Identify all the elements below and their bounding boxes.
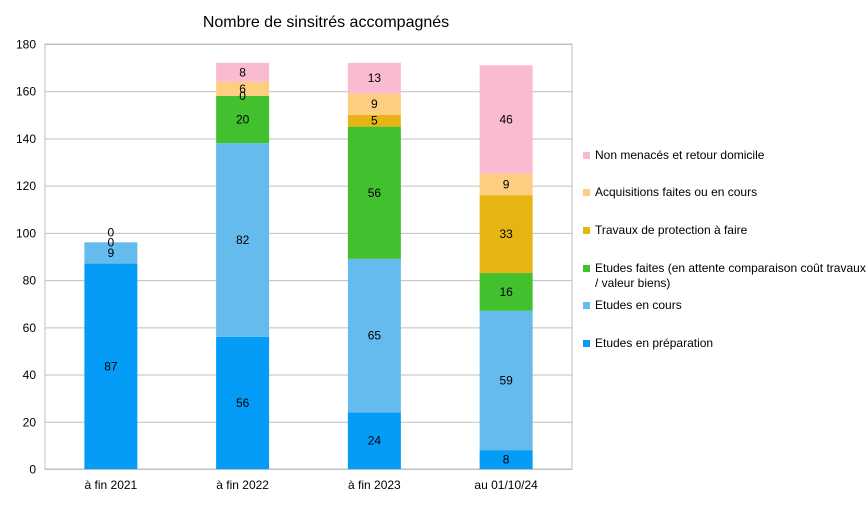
- y-tick-label: 40: [23, 368, 37, 382]
- legend-label: Acquisitions faites ou en cours: [595, 185, 758, 199]
- bar-segment: [479, 65, 533, 174]
- x-tick-label: à fin 2022: [216, 478, 269, 492]
- bar-segment: [216, 336, 270, 469]
- bar-segment: [216, 143, 270, 337]
- bar-segment: [84, 263, 138, 469]
- legend-swatch: [583, 340, 590, 347]
- data-label: 16: [499, 285, 513, 299]
- y-tick-label: 100: [16, 226, 36, 240]
- legend-swatch: [583, 189, 590, 196]
- data-label: 9: [108, 246, 115, 260]
- legend-label: Travaux de protection à faire: [595, 223, 748, 237]
- legend-label: Etudes en cours: [595, 298, 682, 312]
- bar-segment: [347, 62, 401, 94]
- bar-segment: [479, 450, 533, 469]
- bar-segment: [216, 81, 270, 96]
- x-tick-label: au 01/10/24: [474, 478, 538, 492]
- y-tick-label: 160: [16, 85, 36, 99]
- legend-swatch: [583, 227, 590, 234]
- x-tick-label: à fin 2023: [348, 478, 401, 492]
- bar-segment: [216, 95, 270, 144]
- bar-segment: [347, 93, 401, 115]
- data-label: 5: [371, 114, 378, 128]
- bar-layer: [84, 62, 533, 469]
- legend-item: Etudes en cours: [583, 298, 868, 313]
- data-label: 8: [503, 453, 510, 467]
- legend-swatch: [583, 265, 590, 272]
- data-label: 56: [368, 186, 382, 200]
- legend-item: Non menacés et retour domicile: [583, 148, 868, 163]
- y-tick-label: 0: [29, 463, 36, 477]
- legend-item: Etudes en préparation: [583, 336, 868, 351]
- y-tick-label: 140: [16, 132, 36, 146]
- data-label: 24: [368, 434, 382, 448]
- bar-segment: [84, 242, 138, 264]
- data-label: 0: [239, 89, 246, 103]
- legend-item: Travaux de protection à faire: [583, 223, 868, 238]
- y-tick-label: 20: [23, 415, 37, 429]
- bar-segment: [347, 114, 401, 127]
- bar-segment: [479, 173, 533, 196]
- legend-swatch: [583, 302, 590, 309]
- x-tick-label: à fin 2021: [85, 478, 138, 492]
- y-tick-label: 120: [16, 179, 36, 193]
- data-label: 46: [499, 113, 513, 127]
- legend-label: Etudes en préparation: [595, 336, 714, 350]
- chart-title: Nombre de sinsitrés accompagnés: [202, 14, 450, 31]
- legend-item: Etudes faites (en attente comparaison co…: [583, 261, 868, 291]
- legend-swatch: [583, 152, 590, 159]
- data-label: 9: [371, 97, 378, 111]
- data-label: 87: [104, 359, 118, 373]
- bar-segment: [216, 62, 270, 82]
- y-tick-label: 80: [23, 274, 37, 288]
- data-label: 20: [236, 113, 250, 127]
- bar-segment: [479, 273, 533, 311]
- data-label: 33: [499, 227, 513, 241]
- bar-segment: [347, 126, 401, 259]
- data-label: 8: [239, 65, 246, 79]
- data-label: 59: [499, 373, 513, 387]
- bar-segment: [479, 310, 533, 451]
- legend-item: Acquisitions faites ou en cours: [583, 185, 868, 200]
- data-label: 0: [108, 235, 115, 249]
- data-label: 0: [108, 225, 115, 239]
- data-label: 82: [236, 233, 250, 247]
- data-label: 56: [236, 396, 250, 410]
- y-tick-label: 60: [23, 321, 37, 335]
- data-label: 6: [239, 82, 246, 96]
- data-label: 9: [503, 177, 510, 191]
- bar-segment: [479, 195, 533, 274]
- y-tick-label: 180: [16, 38, 36, 52]
- bar-segment: [347, 258, 401, 413]
- data-label: 13: [368, 71, 382, 85]
- data-label: 65: [368, 329, 382, 343]
- bar-segment: [347, 412, 401, 469]
- legend-label: Non menacés et retour domicile: [595, 148, 765, 162]
- legend-label: Etudes faites (en attente comparaison co…: [595, 261, 866, 290]
